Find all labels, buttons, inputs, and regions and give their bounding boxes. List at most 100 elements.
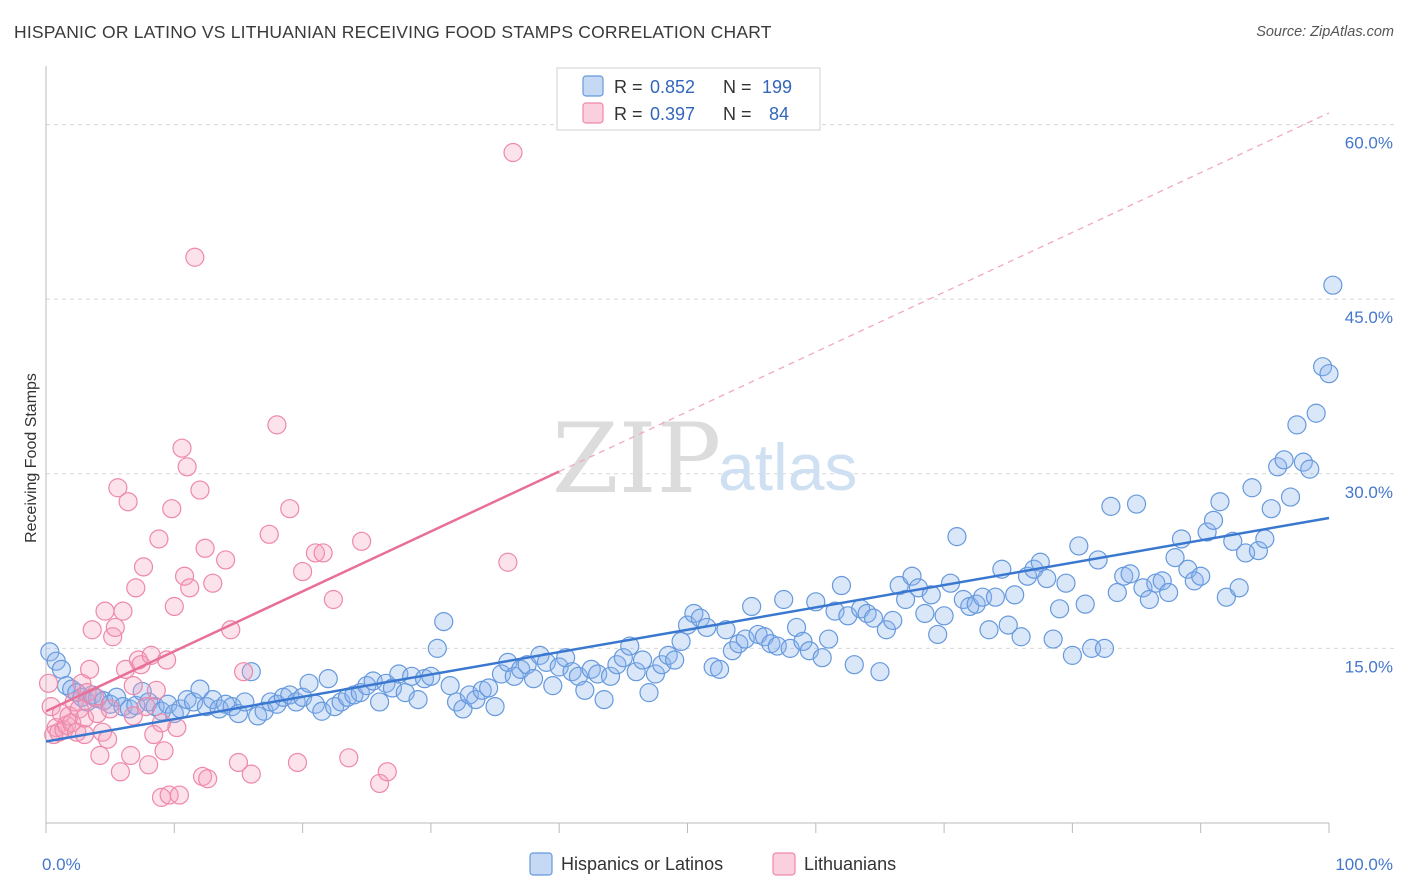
data-point bbox=[1107, 582, 1127, 603]
data-point bbox=[180, 578, 200, 598]
data-point bbox=[1191, 566, 1211, 586]
y-tick-label: 30.0% bbox=[1345, 483, 1393, 502]
data-point bbox=[1323, 275, 1343, 295]
data-point bbox=[928, 624, 948, 645]
data-point bbox=[947, 527, 967, 547]
data-point bbox=[645, 664, 666, 684]
data-point bbox=[1210, 492, 1230, 512]
data-point bbox=[154, 741, 174, 761]
data-point bbox=[503, 142, 523, 163]
data-point bbox=[110, 762, 131, 782]
data-point bbox=[1094, 638, 1115, 658]
data-point bbox=[87, 703, 107, 724]
data-point bbox=[870, 662, 890, 682]
bottom-legend-swatch-hispanics bbox=[529, 852, 553, 876]
data-point bbox=[190, 679, 210, 699]
y-axis-title: Receiving Food Stamps bbox=[23, 373, 40, 543]
data-point bbox=[1075, 594, 1095, 614]
data-point bbox=[902, 566, 922, 586]
data-point bbox=[735, 629, 755, 649]
bottom-legend-label-lithuanians: Lithuanians bbox=[804, 854, 896, 874]
legend-r-value-hispanics: 0.852 bbox=[650, 77, 695, 97]
data-point bbox=[1043, 629, 1063, 649]
data-point bbox=[1101, 496, 1121, 516]
data-point bbox=[1049, 599, 1070, 619]
data-point bbox=[339, 748, 359, 768]
data-point bbox=[233, 662, 254, 682]
data-point bbox=[440, 676, 460, 696]
data-point bbox=[427, 638, 447, 658]
data-point bbox=[819, 629, 839, 649]
data-point bbox=[1306, 403, 1326, 423]
data-point bbox=[1152, 571, 1172, 591]
data-point bbox=[709, 659, 730, 679]
data-point bbox=[453, 699, 473, 719]
legend-n-value-lithuanians: 84 bbox=[769, 104, 789, 124]
data-point bbox=[665, 650, 685, 670]
data-point bbox=[267, 415, 287, 435]
data-point bbox=[51, 659, 71, 679]
data-point bbox=[318, 669, 338, 689]
data-point bbox=[1274, 450, 1294, 470]
data-point bbox=[1120, 564, 1140, 584]
data-point bbox=[162, 499, 182, 519]
data-point bbox=[377, 762, 397, 782]
data-point bbox=[523, 669, 544, 689]
trend-line-lithuanians-extended bbox=[558, 112, 1330, 473]
data-point bbox=[177, 457, 197, 477]
data-point bbox=[479, 678, 499, 698]
data-point bbox=[1255, 529, 1275, 549]
watermark-zip: ZIP bbox=[552, 403, 721, 515]
data-point bbox=[382, 678, 403, 698]
data-point bbox=[108, 478, 128, 498]
data-point bbox=[652, 655, 672, 675]
data-point bbox=[1280, 487, 1301, 507]
data-point bbox=[408, 690, 428, 710]
data-point bbox=[626, 662, 646, 682]
legend-swatch-lithuanians bbox=[582, 102, 604, 124]
data-point bbox=[831, 575, 852, 596]
data-point bbox=[133, 557, 154, 577]
data-point bbox=[786, 617, 807, 638]
data-point bbox=[164, 596, 184, 617]
data-point bbox=[876, 620, 896, 640]
data-point bbox=[190, 480, 210, 500]
legend-r-label-lithuanians: R = bbox=[614, 104, 643, 124]
data-point bbox=[1056, 573, 1076, 593]
data-point bbox=[90, 745, 110, 766]
data-point bbox=[139, 755, 159, 775]
data-point bbox=[485, 696, 505, 717]
data-point bbox=[985, 587, 1006, 607]
data-point bbox=[434, 612, 454, 632]
data-point bbox=[118, 492, 138, 512]
data-point bbox=[639, 683, 659, 703]
data-point bbox=[69, 699, 89, 719]
data-point bbox=[259, 524, 279, 544]
data-point bbox=[241, 764, 261, 784]
data-point bbox=[896, 589, 916, 610]
data-point bbox=[998, 615, 1018, 635]
data-point bbox=[863, 608, 884, 628]
data-point bbox=[1062, 645, 1083, 665]
data-point bbox=[203, 690, 223, 710]
data-point bbox=[126, 578, 146, 598]
data-point bbox=[883, 610, 903, 631]
data-point bbox=[169, 785, 190, 805]
data-point bbox=[1126, 494, 1147, 514]
data-point bbox=[793, 631, 813, 652]
data-point bbox=[352, 531, 372, 551]
data-point bbox=[293, 561, 313, 582]
x-tick-labels: 0.0% 100.0% bbox=[42, 855, 1393, 874]
data-point bbox=[613, 648, 633, 668]
data-point bbox=[198, 769, 218, 789]
data-point bbox=[149, 529, 169, 549]
data-point bbox=[280, 499, 300, 519]
data-point bbox=[369, 773, 390, 794]
data-point bbox=[312, 701, 332, 721]
data-point bbox=[1197, 522, 1217, 542]
data-point bbox=[1216, 587, 1236, 607]
data-point bbox=[287, 752, 308, 773]
data-point bbox=[113, 601, 133, 621]
data-point bbox=[95, 601, 115, 621]
